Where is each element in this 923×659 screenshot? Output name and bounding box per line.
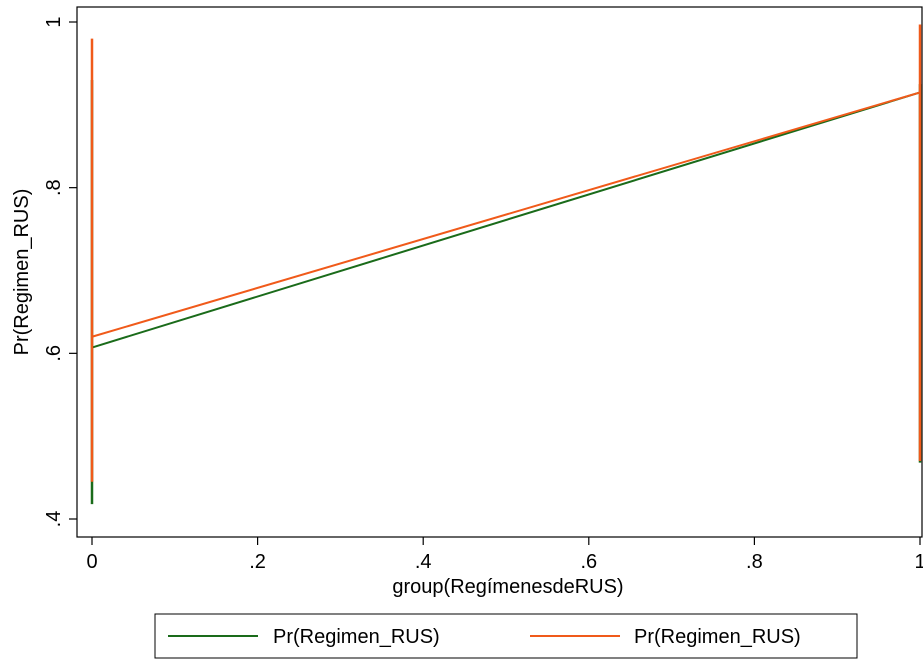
- series-2-fit-line: [91, 91, 921, 338]
- y-tick-label: .6: [43, 345, 65, 362]
- y-tick-label: .4: [43, 511, 65, 528]
- y-axis: .4 .6 .8 1: [43, 16, 77, 527]
- legend-label-series-1: Pr(Regimen_RUS): [273, 626, 440, 648]
- x-tick-label: 1: [914, 551, 923, 573]
- x-tick-label: .4: [415, 551, 432, 573]
- x-tick-label: 0: [86, 551, 97, 573]
- series-1-fit-line: [91, 91, 921, 349]
- x-tick-label: .8: [746, 551, 763, 573]
- y-tick-label: .8: [43, 179, 65, 196]
- series-1: [90, 79, 922, 505]
- legend-box: [154, 613, 858, 659]
- plot-frame: [76, 6, 923, 538]
- series-layer: [90, 24, 922, 505]
- legend: Pr(Regimen_RUS) Pr(Regimen_RUS): [154, 613, 858, 659]
- x-tick-label: .2: [249, 551, 266, 573]
- y-tick-label: 1: [43, 16, 65, 27]
- legend-label-series-2: Pr(Regimen_RUS): [634, 626, 801, 648]
- x-axis-title: group(RegímenesdeRUS): [392, 576, 623, 598]
- series-2: [90, 24, 922, 482]
- y-axis-title: Pr(Regimen_RUS): [11, 189, 33, 356]
- x-axis: 0 .2 .4 .6 .8 1: [86, 537, 923, 573]
- x-tick-label: .6: [580, 551, 597, 573]
